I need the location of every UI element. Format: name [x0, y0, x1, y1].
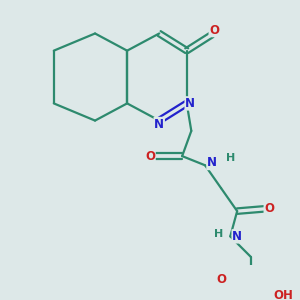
Text: H: H	[226, 153, 235, 164]
Text: N: N	[185, 97, 195, 110]
Text: O: O	[264, 202, 274, 215]
Text: N: N	[232, 230, 242, 243]
Text: O: O	[216, 273, 226, 286]
Text: H: H	[214, 229, 224, 239]
Text: O: O	[145, 150, 155, 163]
Text: N: N	[154, 118, 164, 130]
Text: OH: OH	[273, 290, 293, 300]
Text: O: O	[209, 23, 219, 37]
Text: N: N	[207, 157, 217, 169]
